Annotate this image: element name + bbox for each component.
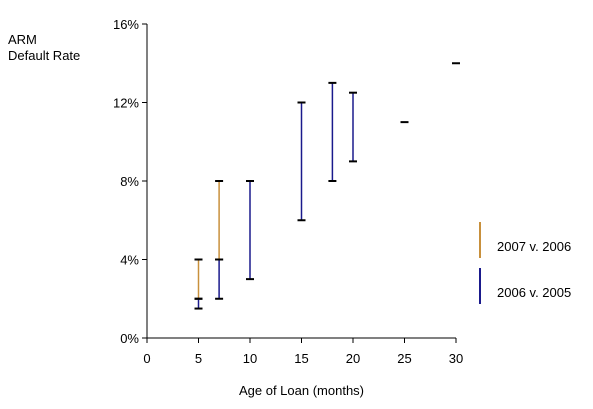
x-tick-label: 15 <box>294 351 308 366</box>
y-axis-label-line-1: ARM <box>8 32 37 47</box>
y-axis-label: ARM Default Rate <box>8 32 80 64</box>
x-tick-label: 0 <box>143 351 150 366</box>
range-marks <box>194 62 460 310</box>
x-tick-label: 25 <box>397 351 411 366</box>
legend-label-2006-v-2005: 2006 v. 2005 <box>497 285 572 300</box>
y-tick-label: 4% <box>120 253 139 268</box>
legend-swatch-2007-v-2006 <box>479 222 481 258</box>
y-tick-label: 12% <box>113 96 139 111</box>
y-tick-label: 8% <box>120 174 139 189</box>
x-tick-label: 5 <box>195 351 202 366</box>
y-tick-label: 0% <box>120 331 139 346</box>
x-tick-label: 30 <box>449 351 463 366</box>
y-tick-label: 16% <box>113 17 139 32</box>
y-axis-label-line-2: Default Rate <box>8 48 81 63</box>
axes: 0% 4% 8% 12% 16% 0 5 10 15 20 25 30 <box>113 17 463 366</box>
legend-item-2007-v-2006: 2007 v. 2006 <box>472 222 592 258</box>
x-axis-label: Age of Loan (months) <box>238 383 365 398</box>
legend-item-2006-v-2005: 2006 v. 2005 <box>472 268 592 304</box>
x-tick-label: 10 <box>243 351 257 366</box>
x-tick-label: 20 <box>346 351 360 366</box>
legend-swatch-2006-v-2005 <box>479 268 481 304</box>
legend-label-2007-v-2006: 2007 v. 2006 <box>497 239 572 254</box>
